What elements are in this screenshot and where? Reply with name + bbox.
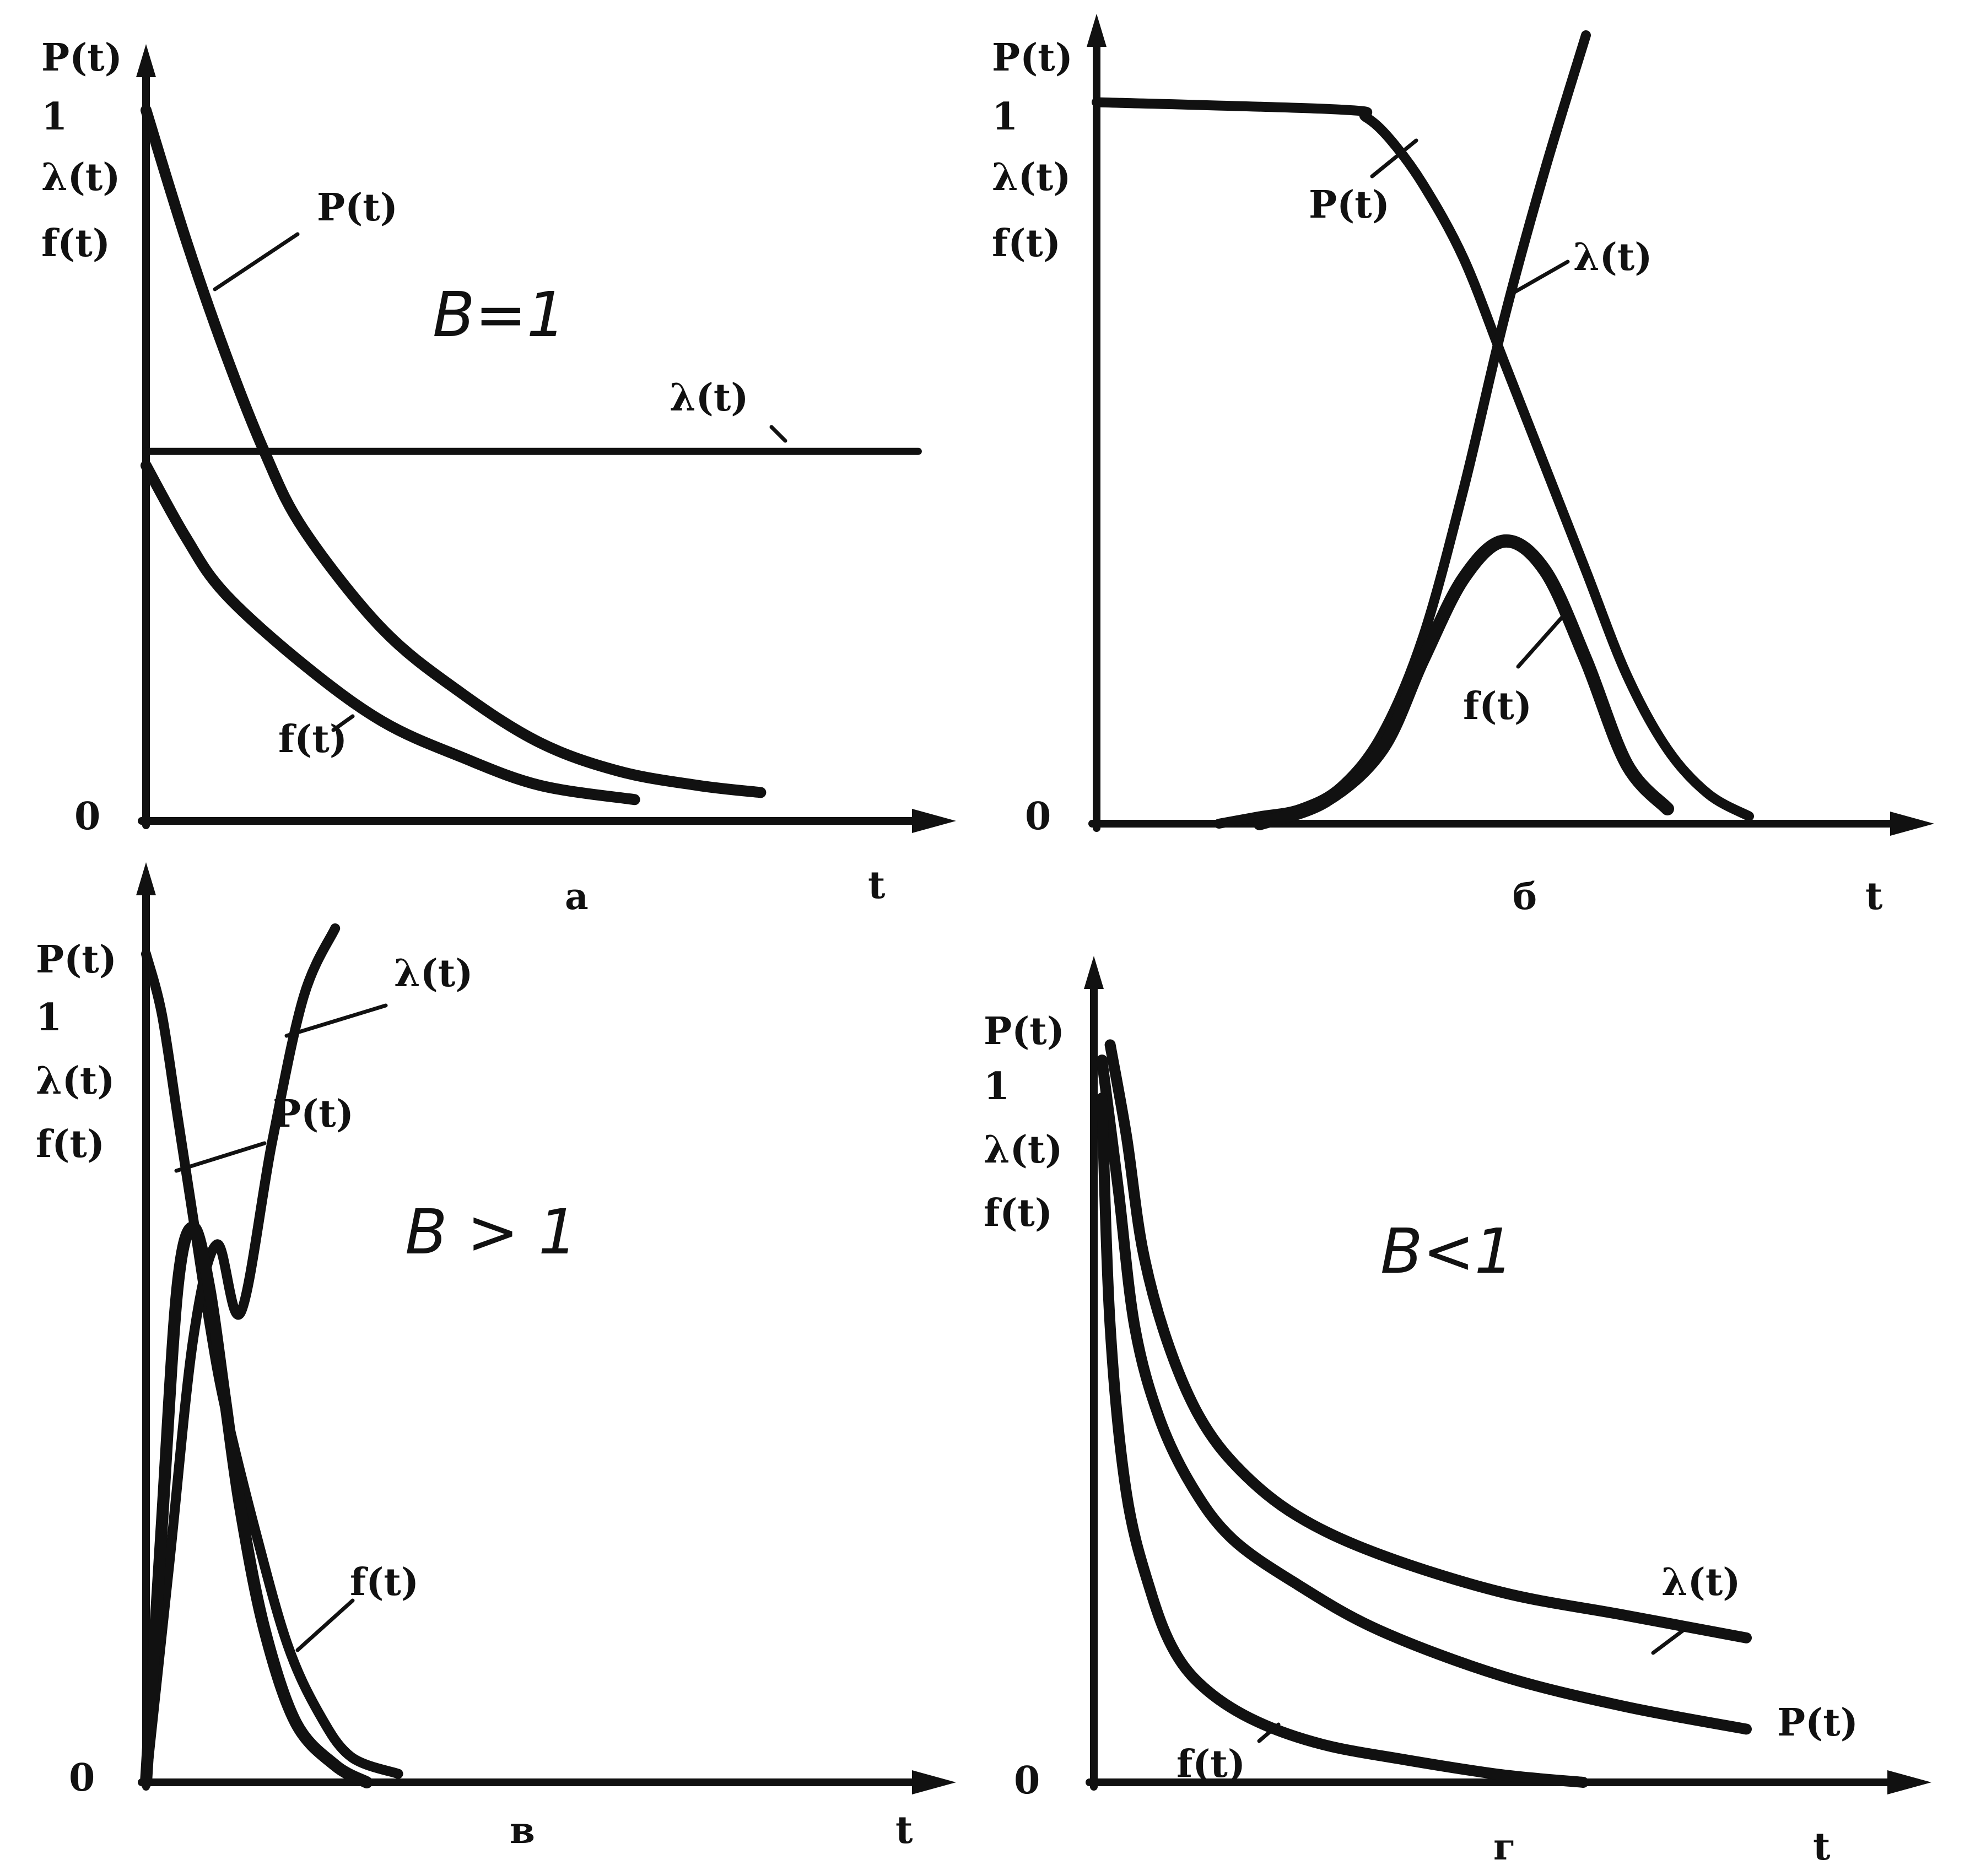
y-axis-arrow: [1087, 14, 1107, 47]
leader-line-p-t: [1370, 138, 1418, 179]
series-label-lambda-t: λ(t): [1661, 1560, 1740, 1604]
series-label-p-t: P(t): [1777, 1701, 1858, 1745]
panel-letter: a: [565, 875, 589, 918]
series-label-lambda-t: λ(t): [394, 951, 473, 996]
series-label-p-t: P(t): [273, 1092, 354, 1136]
y-axis-arrow: [136, 862, 156, 895]
series-line-f-t: [1096, 1093, 1589, 1788]
x-axis-arrow: [912, 809, 956, 833]
y-axis-label-lambda-t: λ(t): [41, 155, 120, 199]
x-axis-label: t: [868, 863, 886, 907]
x-axis-arrow: [1890, 812, 1934, 836]
x-axis-label: t: [895, 1808, 913, 1852]
y-axis-label-f-t: f(t): [41, 221, 110, 266]
chart-title: B<1: [1380, 1216, 1514, 1288]
series-label-p-t: P(t): [317, 186, 398, 230]
y-axis-label-1: 1: [41, 95, 67, 139]
leader-line-f-t: [295, 1598, 355, 1652]
leader-line-lambda-t: [284, 1003, 388, 1038]
series-label-f-t: f(t): [350, 1560, 419, 1604]
y-axis-label-1: 1: [36, 996, 62, 1040]
y-axis-label-f-t: f(t): [984, 1191, 1053, 1235]
y-axis-label-lambda-t: λ(t): [992, 155, 1071, 199]
y-zero-label: 0: [69, 1756, 95, 1800]
chart-panel-: P(t) 1 λ(t) f(t) 0 t б P(t) λ(t) f(t): [992, 14, 1934, 918]
y-axis-label-p-t: P(t): [36, 938, 117, 982]
y-zero-label: 0: [1014, 1759, 1040, 1803]
leader-line-lambda-t: [769, 425, 787, 443]
x-axis-label: t: [1865, 874, 1883, 918]
y-axis-label-lambda-t: λ(t): [36, 1059, 115, 1103]
leader-line-lambda-t: [1651, 1626, 1688, 1655]
chart-title: B=1: [433, 279, 566, 351]
y-axis-label-1: 1: [992, 95, 1018, 139]
y-axis-label-f-t: f(t): [36, 1122, 105, 1166]
series-line-f-t: [140, 1221, 373, 1788]
y-axis-label-p-t: P(t): [992, 36, 1073, 80]
series-label-p-t: P(t): [1309, 183, 1390, 227]
y-axis-label-p-t: P(t): [984, 1009, 1065, 1053]
y-zero-label: 0: [1025, 794, 1051, 839]
chart-panel-: P(t) 1 λ(t) f(t) 0 t в B > 1 P(t) λ(t) f(t): [36, 862, 956, 1852]
chart-panel-a: P(t) 1 λ(t) f(t) 0 t a B=1 P(t) λ(t) f(t): [41, 36, 956, 918]
series-line-p-t: [1092, 97, 1754, 821]
series-label-f-t: f(t): [278, 717, 347, 761]
leader-line-f-t: [331, 714, 355, 732]
series-label-lambda-t: λ(t): [670, 376, 748, 420]
y-axis-label-1: 1: [984, 1064, 1010, 1109]
leader-line-f-t: [1516, 615, 1564, 669]
y-axis-arrow: [1084, 956, 1104, 989]
series-label-f-t: f(t): [1463, 684, 1532, 728]
y-axis-label-f-t: f(t): [992, 221, 1061, 266]
leader-line-p-t: [174, 1141, 267, 1173]
series-line-p-t: [1096, 1055, 1752, 1735]
x-axis-arrow: [912, 1770, 956, 1794]
chart-panel-: P(t) 1 λ(t) f(t) 0 t г B<1 λ(t) P(t) f(t): [984, 956, 1931, 1869]
series-line-f-t: [141, 460, 640, 805]
series-line-f-t: [1253, 534, 1674, 830]
panel-letter: г: [1493, 1825, 1515, 1868]
chart-title: B > 1: [405, 1197, 578, 1268]
leader-line-lambda-t: [1508, 259, 1570, 297]
series-line-p-t: [141, 105, 767, 798]
series-line-lambda-t: [141, 923, 341, 1787]
y-axis-label-p-t: P(t): [41, 36, 122, 80]
leader-line-f-t: [1257, 1722, 1281, 1743]
panel-letter: б: [1513, 875, 1537, 918]
series-label-lambda-t: λ(t): [1573, 235, 1652, 279]
y-axis-arrow: [136, 44, 156, 77]
y-axis-label-lambda-t: λ(t): [984, 1128, 1062, 1172]
series-line-lambda-t: [1104, 1039, 1752, 1643]
x-axis-label: t: [1813, 1825, 1831, 1869]
panel-letter: в: [510, 1809, 535, 1852]
y-zero-label: 0: [74, 794, 100, 839]
series-label-f-t: f(t): [1177, 1742, 1245, 1786]
x-axis-arrow: [1887, 1770, 1931, 1794]
leader-line-p-t: [213, 232, 300, 291]
